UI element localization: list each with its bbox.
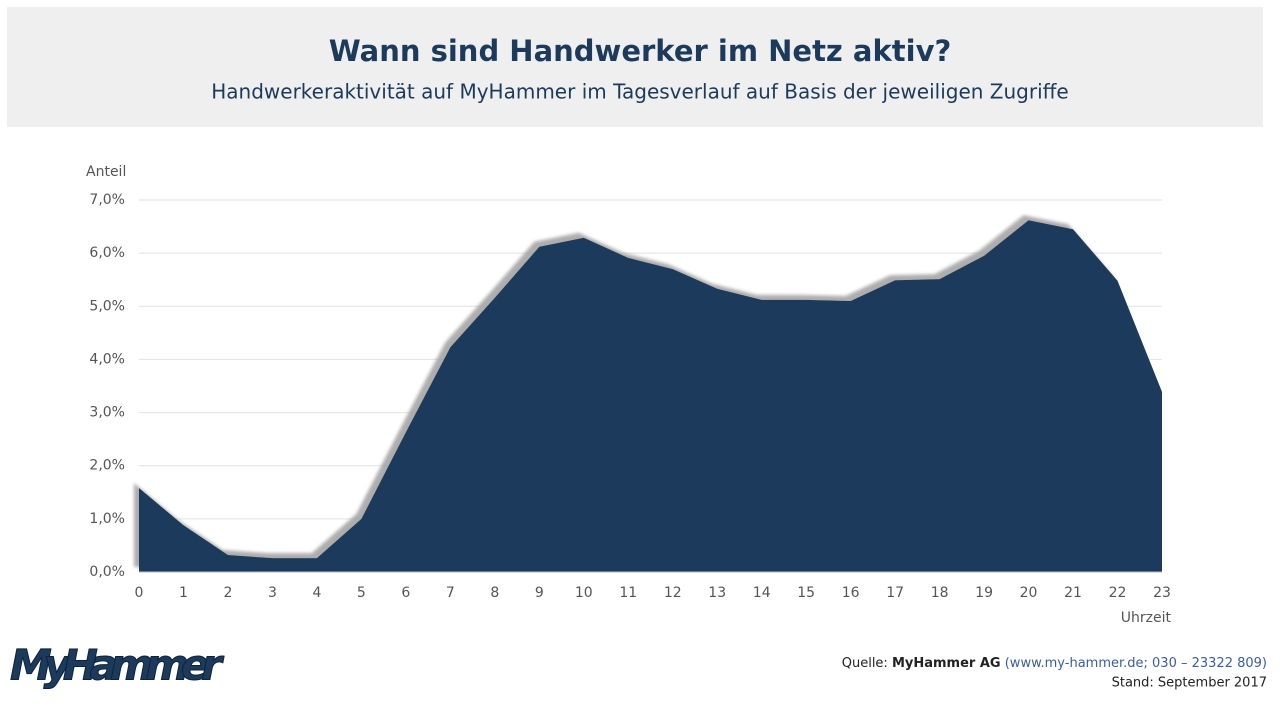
source-name: MyHammer AG	[892, 656, 1001, 671]
x-tick-label: 23	[1153, 585, 1171, 601]
x-tick-label: 22	[1109, 585, 1127, 601]
x-tick-label: 17	[886, 585, 904, 601]
y-tick-label: 4,0%	[89, 351, 125, 367]
x-tick-label: 4	[312, 585, 321, 601]
y-tick-label: 3,0%	[89, 405, 125, 421]
x-tick-label: 1	[179, 585, 188, 601]
x-tick-label: 8	[490, 585, 499, 601]
source-date: Stand: September 2017	[1112, 676, 1267, 691]
x-tick-label: 21	[1064, 585, 1082, 601]
source-prefix: Quelle:	[842, 656, 888, 671]
header-band	[7, 7, 1263, 127]
x-tick-label: 9	[535, 585, 544, 601]
area	[139, 220, 1162, 573]
y-tick-label: 1,0%	[89, 511, 125, 527]
x-tick-label: 15	[797, 585, 815, 601]
y-tick-label: 7,0%	[89, 192, 125, 208]
x-tick-label: 14	[753, 585, 771, 601]
x-tick-label: 13	[708, 585, 726, 601]
x-axis-label: Uhrzeit	[1121, 610, 1172, 626]
x-tick-label: 16	[842, 585, 860, 601]
x-tick-label: 5	[357, 585, 366, 601]
x-tick-label: 0	[135, 585, 144, 601]
x-tick-label: 12	[664, 585, 682, 601]
x-tick-label: 2	[223, 585, 232, 601]
x-tick-label: 6	[401, 585, 410, 601]
y-tick-label: 2,0%	[89, 458, 125, 474]
x-tick-label: 19	[975, 585, 993, 601]
x-tick-label: 3	[268, 585, 277, 601]
x-tick-label: 20	[1020, 585, 1038, 601]
x-tick-label: 10	[575, 585, 593, 601]
chart-subtitle: Handwerkeraktivität auf MyHammer im Tage…	[211, 80, 1068, 104]
source-line: Quelle: MyHammer AG (www.my-hammer.de; 0…	[842, 656, 1267, 671]
chart-title: Wann sind Handwerker im Netz aktiv?	[329, 34, 952, 68]
x-tick-label: 11	[619, 585, 637, 601]
y-tick-label: 5,0%	[89, 298, 125, 314]
source-detail: (www.my-hammer.de; 030 – 23322 809)	[1005, 656, 1267, 671]
logo: MyHammer	[10, 641, 224, 690]
x-tick-label: 7	[446, 585, 455, 601]
y-axis-label: Anteil	[86, 164, 126, 180]
y-tick-label: 6,0%	[89, 245, 125, 261]
y-tick-label: 0,0%	[89, 564, 125, 580]
x-tick-label: 18	[931, 585, 949, 601]
